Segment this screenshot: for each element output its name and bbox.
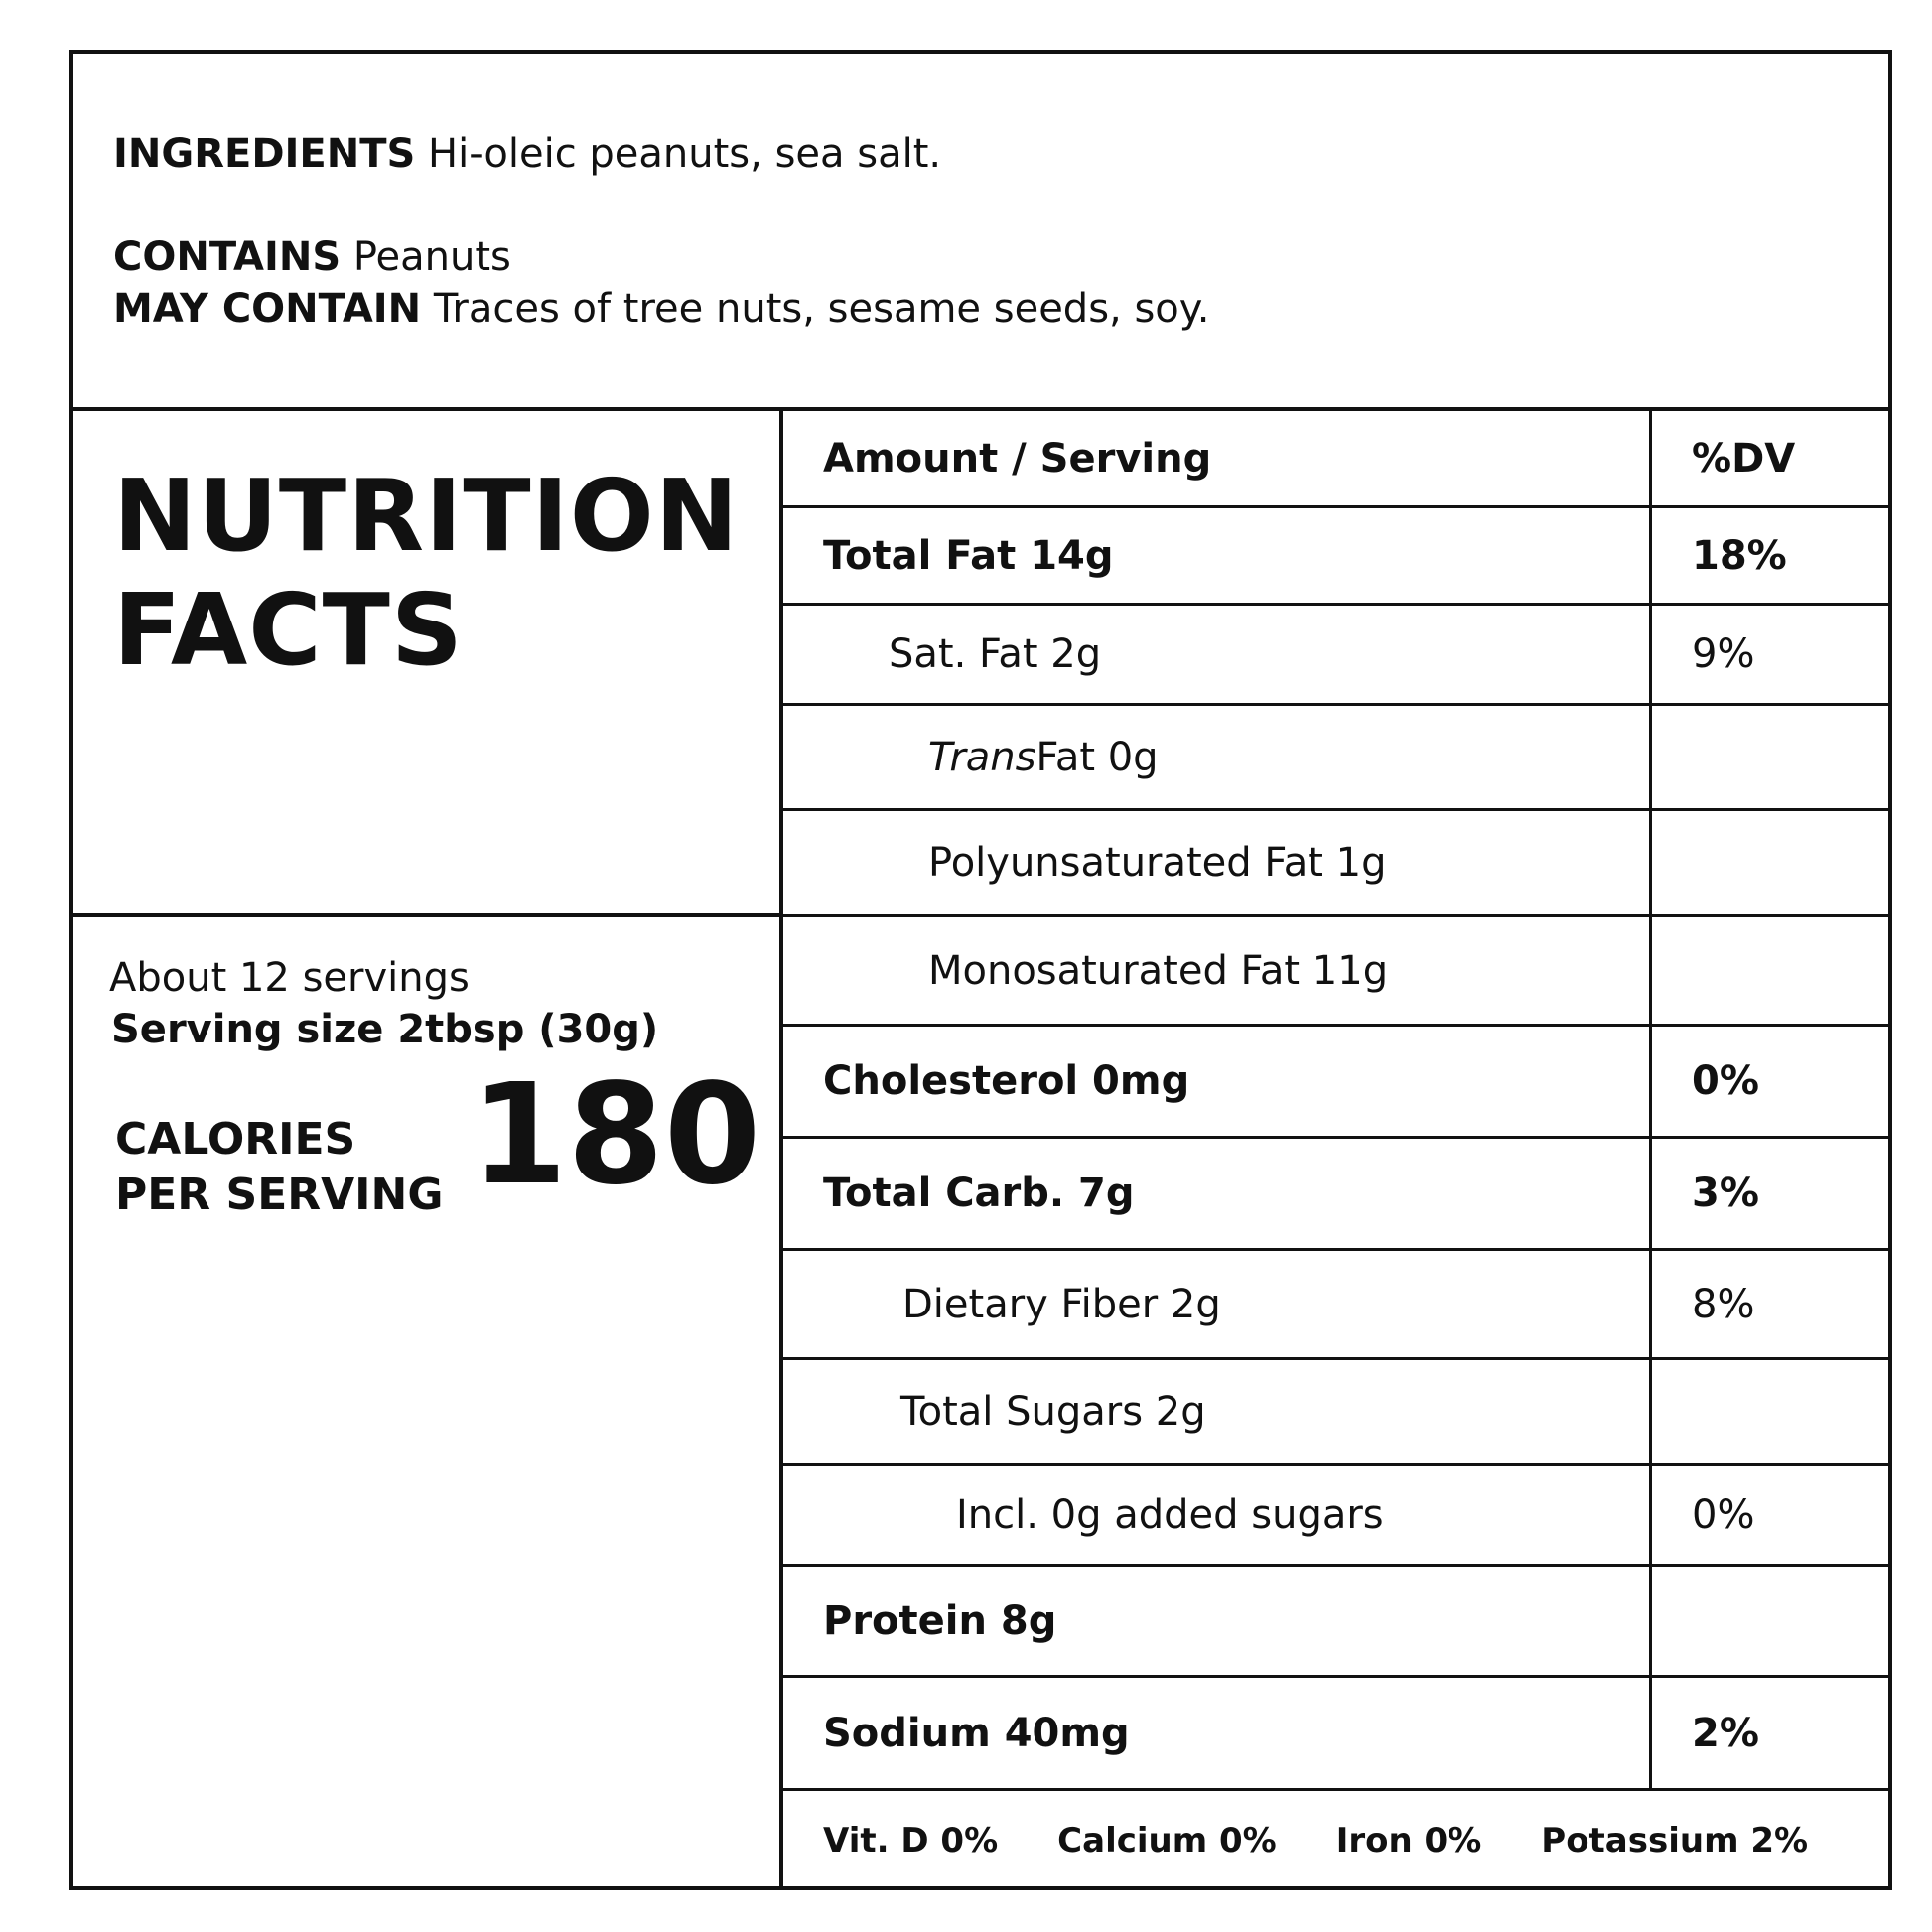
contains-label: CONTAINS bbox=[113, 234, 342, 280]
potassium: Potassium 2% bbox=[1541, 1821, 1809, 1861]
table-row: Trans Fat 0g bbox=[783, 706, 1888, 811]
nutrient-name: Sat. Fat 2g bbox=[889, 631, 1102, 677]
ingredients-label: INGREDIENTS bbox=[113, 131, 416, 177]
nutrient-name: Polyunsaturated Fat 1g bbox=[928, 840, 1387, 886]
nutrient-name: Total Fat 14g bbox=[823, 532, 1114, 579]
ingredients-section: INGREDIENTS Hi-oleic peanuts, sea salt. … bbox=[73, 54, 1888, 411]
nutrient-dv bbox=[1649, 811, 1888, 914]
vitamins-list: Vit. D 0% Calcium 0% Iron 0% Potassium 2… bbox=[783, 1791, 1888, 1890]
table-row: Sodium 40mg 2% bbox=[783, 1678, 1888, 1791]
nutrient-dv: 0% bbox=[1649, 1027, 1888, 1136]
nutrient-dv: 0% bbox=[1649, 1466, 1888, 1564]
nutrient-dv: 3% bbox=[1649, 1139, 1888, 1248]
nutrient-dv: 8% bbox=[1649, 1251, 1888, 1357]
calories-label-line-2: PER SERVING bbox=[115, 1170, 444, 1220]
nutrient-name-rest: Fat 0g bbox=[1035, 734, 1159, 780]
table-row: Incl. 0g added sugars 0% bbox=[783, 1466, 1888, 1567]
nutrient-name: Protein 8g bbox=[823, 1597, 1057, 1644]
iron: Iron 0% bbox=[1335, 1821, 1482, 1861]
calcium: Calcium 0% bbox=[1057, 1821, 1277, 1861]
header-amount: Amount / Serving bbox=[823, 435, 1212, 482]
table-row: Total Sugars 2g bbox=[783, 1360, 1888, 1466]
table-row: Total Carb. 7g 3% bbox=[783, 1139, 1888, 1251]
may-contain-line: MAY CONTAIN Traces of tree nuts, sesame … bbox=[113, 286, 1209, 332]
table-row: Polyunsaturated Fat 1g bbox=[783, 811, 1888, 917]
table-row: Protein 8g bbox=[783, 1567, 1888, 1678]
nutrient-name: Monosaturated Fat 11g bbox=[928, 947, 1389, 994]
nutrient-name: Incl. 0g added sugars bbox=[956, 1492, 1384, 1538]
nutrient-name: Dietary Fiber 2g bbox=[902, 1281, 1221, 1327]
title-line-1: NUTRITION bbox=[113, 458, 740, 574]
table-row: Dietary Fiber 2g 8% bbox=[783, 1251, 1888, 1360]
nutrient-dv: 18% bbox=[1649, 508, 1888, 603]
table-row: Cholesterol 0mg 0% bbox=[783, 1027, 1888, 1139]
nutrient-dv bbox=[1649, 1360, 1888, 1463]
page-title: NUTRITION FACTS bbox=[113, 459, 739, 687]
nutrient-table: Amount / Serving %DV Total Fat 14g 18% S… bbox=[783, 411, 1888, 1890]
calories-label-line-1: CALORIES bbox=[115, 1114, 356, 1165]
ingredients-text: Hi-oleic peanuts, sea salt. bbox=[415, 131, 942, 177]
table-header: Amount / Serving %DV bbox=[783, 411, 1888, 508]
table-row: Total Fat 14g 18% bbox=[783, 508, 1888, 606]
nutrient-dv bbox=[1649, 706, 1888, 808]
calories-value: 180 bbox=[471, 1054, 761, 1216]
vitamin-d: Vit. D 0% bbox=[823, 1821, 999, 1861]
serving-size: Serving size 2tbsp (30g) bbox=[111, 1007, 659, 1052]
nutrient-dv: 9% bbox=[1649, 606, 1888, 703]
may-contain-label: MAY CONTAIN bbox=[113, 286, 422, 332]
nutrient-name: Total Carb. 7g bbox=[823, 1171, 1135, 1216]
ingredients-line: INGREDIENTS Hi-oleic peanuts, sea salt. bbox=[113, 131, 941, 177]
vitamins-row: Vit. D 0% Calcium 0% Iron 0% Potassium 2… bbox=[783, 1791, 1888, 1890]
nutrient-dv bbox=[1649, 1567, 1888, 1675]
nutrient-name: Total Sugars 2g bbox=[900, 1389, 1206, 1435]
may-contain-text: Traces of tree nuts, sesame seeds, soy. bbox=[421, 286, 1210, 332]
contains-line: CONTAINS Peanuts bbox=[113, 234, 511, 280]
summary-column: NUTRITION FACTS About 12 servings Servin… bbox=[73, 411, 783, 1890]
nutrient-name-italic: Trans bbox=[928, 734, 1036, 780]
nutrient-dv bbox=[1649, 917, 1888, 1024]
nutrient-name: Sodium 40mg bbox=[823, 1710, 1130, 1756]
servings-count: About 12 servings bbox=[109, 955, 470, 1001]
header-dv: %DV bbox=[1649, 411, 1888, 505]
title-line-2: FACTS bbox=[113, 572, 464, 688]
contains-text: Peanuts bbox=[341, 234, 511, 280]
table-row: Sat. Fat 2g 9% bbox=[783, 606, 1888, 706]
title-box: NUTRITION FACTS bbox=[73, 411, 779, 917]
table-row: Monosaturated Fat 11g bbox=[783, 917, 1888, 1027]
nutrient-name: Trans Fat 0g bbox=[928, 706, 1159, 808]
nutrient-dv: 2% bbox=[1649, 1678, 1888, 1788]
nutrition-label: INGREDIENTS Hi-oleic peanuts, sea salt. … bbox=[69, 50, 1892, 1890]
calories-label: CALORIES PER SERVING bbox=[115, 1112, 444, 1223]
nutrient-name: Cholesterol 0mg bbox=[823, 1058, 1190, 1104]
